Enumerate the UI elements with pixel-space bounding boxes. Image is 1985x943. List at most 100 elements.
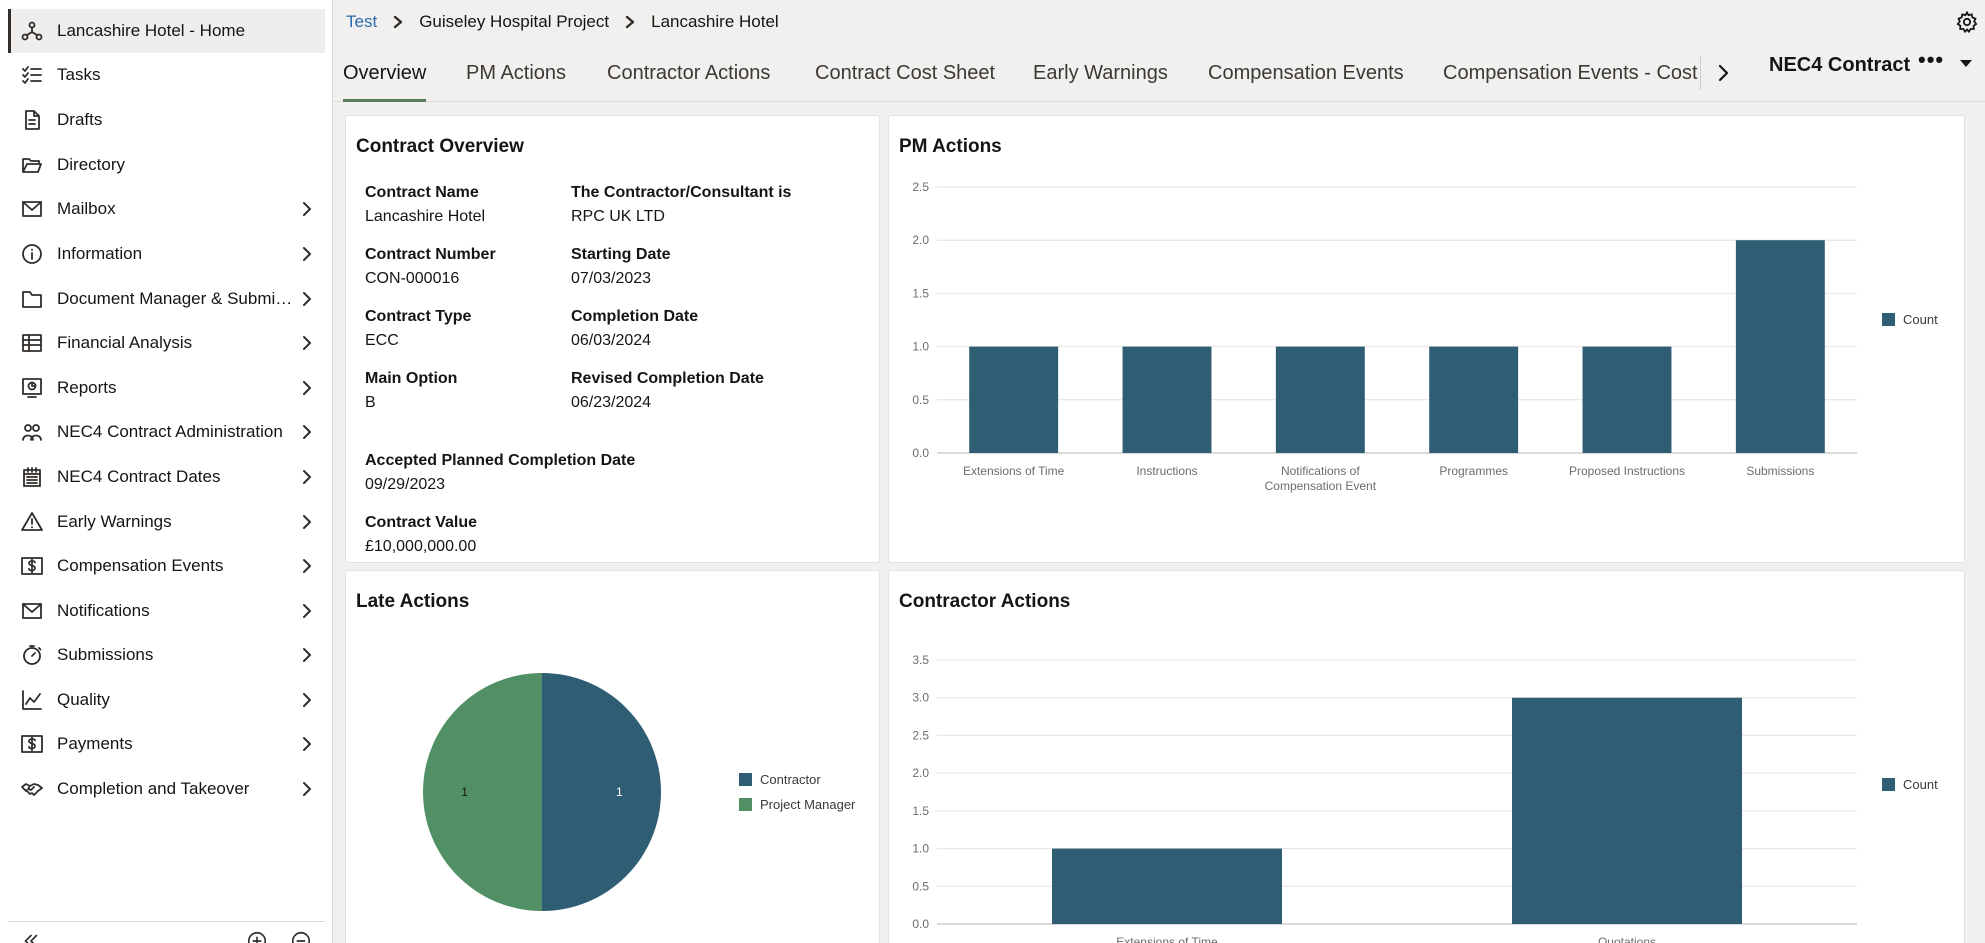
breadcrumb-item-contract: Lancashire Hotel [651,12,779,31]
x-tick-label: Notifications of Compensation Event [1265,464,1377,493]
breadcrumb-item-test[interactable]: Test [346,12,378,31]
legend-swatch [739,773,752,786]
sidebar-item-notifications[interactable]: Notifications [8,589,325,633]
tab-compensation-events-cost[interactable]: Compensation Events - Cost [1443,61,1698,84]
bar[interactable] [1052,848,1282,924]
y-tick-label: 0.0 [912,446,929,460]
sidebar-item-information[interactable]: Information [8,232,325,276]
chevron-right-icon[interactable] [297,333,317,353]
collapse-all-icon[interactable] [290,930,312,943]
bar[interactable] [1735,240,1825,453]
sidebar-item-label: NEC4 Contract Administration [57,422,283,441]
tab-list: Overview PM Actions Contractor Actions Cont… [333,44,1698,102]
x-tick-label: Instructions [1136,464,1197,478]
tab-scroll-right-icon[interactable] [1711,61,1735,85]
bar[interactable] [1512,697,1742,924]
chevron-right-icon[interactable] [297,378,317,398]
field-the-contractor-consultant-is: The Contractor/Consultant is RPC UK LTD [571,184,791,226]
y-tick-label: 2.0 [912,233,929,247]
chevron-right-icon[interactable] [297,467,317,487]
expand-all-icon[interactable] [246,930,268,943]
pie-slice[interactable] [423,673,542,911]
sidebar-item-payments[interactable]: Payments [8,722,325,766]
sidebar-item-label: NEC4 Contract Dates [57,467,221,486]
people-icon [19,419,45,445]
bar[interactable] [1429,346,1519,453]
collapse-sidebar-icon[interactable] [20,930,42,943]
chevron-right-icon[interactable] [297,199,317,219]
sidebar-item-nec4-contract-administration[interactable]: NEC4 Contract Administration [8,410,325,454]
x-tick-label: Extensions of Time [963,464,1065,478]
chevron-right-icon[interactable] [297,601,317,621]
sidebar-item-label: Financial Analysis [57,333,193,352]
mail-icon [19,196,45,222]
bar[interactable] [1582,346,1672,453]
field-value: £10,000,000.00 [365,538,477,555]
bar[interactable] [969,346,1059,453]
sidebar-item-reports[interactable]: Reports [8,366,325,410]
legend-swatch [739,798,752,811]
sidebar: Lancashire Hotel - Home Tasks Drafts Direct… [0,0,333,943]
sidebar-item-label: Submissions [57,645,154,664]
dollar-icon [19,731,45,757]
chevron-right-icon[interactable] [297,734,317,754]
chevron-right-icon[interactable] [297,512,317,532]
y-tick-label: 1.5 [912,286,929,300]
x-tick-label: Proposed Instructions [1569,464,1685,478]
tab-compensation-events[interactable]: Compensation Events [1208,61,1404,84]
sidebar-item-submissions[interactable]: Submissions [8,633,325,677]
sidebar-item-mailbox[interactable]: Mailbox [8,187,325,231]
pm-actions-chart: 0.0 0.5 1.0 1.5 2.0 2.5 Extensions of Time Inst… [912,180,1938,493]
chevron-right-icon[interactable] [297,244,317,264]
y-tick-label: 3.0 [912,691,929,705]
chevron-right-icon[interactable] [297,289,317,309]
bar[interactable] [1275,346,1365,453]
field-value: RPC UK LTD [571,208,665,225]
contract-overview-card: Contract Overview Contract Name Lancashir… [345,115,880,563]
sidebar-item-quality[interactable]: Quality [8,678,325,722]
chevron-right-icon[interactable] [297,690,317,710]
sidebar-item-directory[interactable]: Directory [8,143,325,187]
sidebar-item-label: Lancashire Hotel - Home [57,21,246,40]
field-value: 09/29/2023 [365,476,446,493]
caret-down-icon[interactable] [1958,56,1974,72]
pie-slice[interactable] [542,673,661,911]
field-value: 07/03/2023 [571,270,652,287]
y-tick-label: 2.5 [912,180,929,194]
more-options-icon[interactable]: ••• [1918,47,1945,72]
sidebar-item-lancashire-hotel-home[interactable]: Lancashire Hotel - Home [8,9,325,53]
tab-contractor-actions[interactable]: Contractor Actions [607,61,771,84]
y-tick-label: 1.0 [912,842,929,856]
y-tick-label: 0.5 [912,393,929,407]
x-tick-label-line: Compensation Event [1265,479,1377,493]
bar[interactable] [1122,346,1212,453]
sidebar-item-compensation-events[interactable]: Compensation Events [8,544,325,588]
chevron-right-icon[interactable] [297,779,317,799]
breadcrumb-item-project[interactable]: Guiseley Hospital Project [419,12,610,31]
field-label: Main Option [365,370,458,387]
chevron-right-icon[interactable] [297,422,317,442]
sidebar-item-early-warnings[interactable]: Early Warnings [8,500,325,544]
chevron-right-icon[interactable] [297,645,317,665]
sidebar-item-drafts[interactable]: Drafts [8,98,325,142]
late-actions-chart: 1 1 Contractor Project Manager [423,673,856,911]
spreadsheet-icon [19,330,45,356]
legend-swatch [1882,778,1895,791]
tab-pm-actions[interactable]: PM Actions [466,61,567,84]
pm-actions-card: PM Actions 0.0 0.5 1.0 1.5 2.0 2.5 Extensions … [888,115,1965,563]
chevron-right-icon [623,15,637,29]
sidebar-item-document-manager-submittals[interactable]: Document Manager & Submittals [8,277,325,321]
field-label: Accepted Planned Completion Date [365,452,636,469]
sidebar-item-completion-and-takeover[interactable]: Completion and Takeover [8,767,325,811]
gear-icon[interactable] [1955,10,1979,34]
sidebar-item-nec4-contract-dates[interactable]: NEC4 Contract Dates [8,455,325,499]
sidebar-item-financial-analysis[interactable]: Financial Analysis [8,321,325,365]
tab-early-warnings[interactable]: Early Warnings [1033,61,1168,84]
chevron-right-icon[interactable] [297,556,317,576]
tab-overview[interactable]: Overview [343,44,427,102]
tab-contract-cost-sheet[interactable]: Contract Cost Sheet [815,61,996,84]
sidebar-item-tasks[interactable]: Tasks [8,53,325,97]
sidebar-footer [8,921,325,943]
field-label: Revised Completion Date [571,370,764,387]
slice-value-label: 1 [616,785,623,799]
